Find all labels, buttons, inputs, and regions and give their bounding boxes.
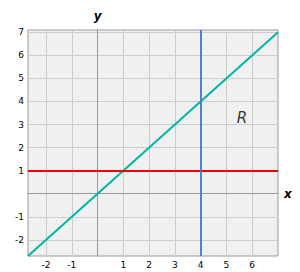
svg-text:4: 4 [198, 260, 204, 270]
svg-text:-2: -2 [42, 260, 51, 270]
svg-text:5: 5 [224, 260, 230, 270]
svg-text:6: 6 [249, 260, 255, 270]
svg-text:1: 1 [18, 166, 24, 176]
svg-text:-1: -1 [15, 212, 24, 222]
svg-text:2: 2 [18, 143, 24, 153]
svg-text:x: x [283, 187, 293, 201]
svg-text:3: 3 [172, 260, 178, 270]
svg-text:-1: -1 [67, 260, 76, 270]
svg-text:3: 3 [18, 120, 24, 130]
svg-text:5: 5 [18, 73, 24, 83]
svg-text:-2: -2 [15, 235, 24, 245]
svg-text:R: R [237, 109, 247, 127]
svg-text:y: y [94, 9, 103, 23]
svg-text:6: 6 [18, 50, 24, 60]
svg-text:1: 1 [120, 260, 126, 270]
svg-text:4: 4 [18, 96, 24, 106]
svg-text:2: 2 [146, 260, 152, 270]
svg-text:7: 7 [18, 27, 24, 37]
